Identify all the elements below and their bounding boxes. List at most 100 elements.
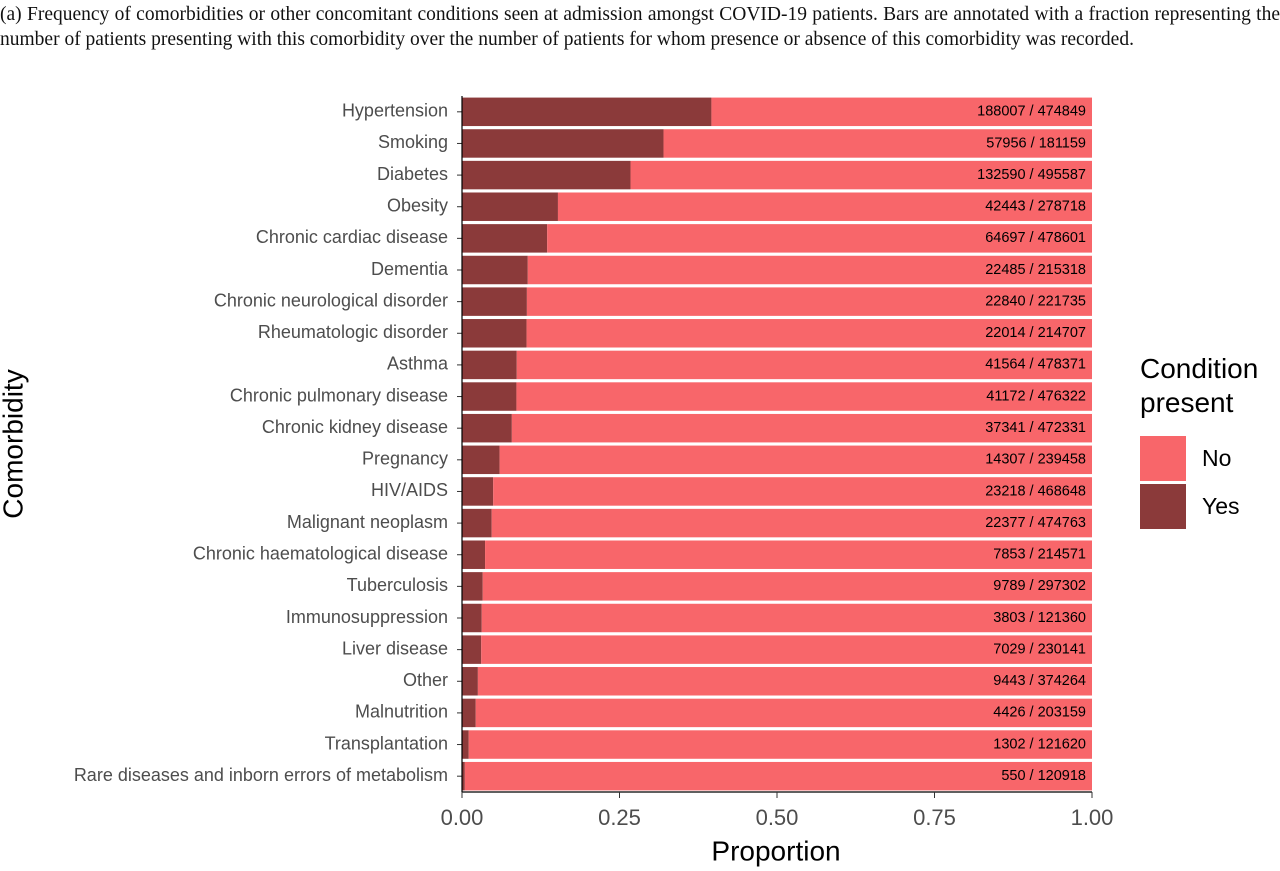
x-tick-label: 0.75 — [913, 805, 956, 830]
bar-segment — [462, 761, 465, 791]
bar-segment — [462, 224, 548, 253]
bar-annotation: 22014 / 214707 — [985, 325, 1086, 341]
bar-segment — [462, 540, 486, 569]
bar-segment — [557, 192, 1092, 221]
bar-annotation: 22840 / 221735 — [985, 293, 1086, 309]
bar-annotation: 41564 / 478371 — [985, 357, 1086, 373]
y-tick-label: Chronic kidney disease — [262, 417, 448, 437]
y-tick-label: Other — [403, 670, 448, 690]
bar-segment — [711, 97, 1092, 127]
legend-title: Condition present — [1140, 353, 1266, 418]
bar-annotation: 9789 / 297302 — [993, 578, 1086, 594]
bar-annotation: 132590 / 495587 — [977, 167, 1086, 183]
bar-segment — [516, 382, 1092, 411]
bar-annotation: 7853 / 214571 — [993, 547, 1086, 563]
bar-segment — [491, 508, 1093, 538]
bar-annotation: 64697 / 478601 — [985, 230, 1086, 246]
bar-segment — [481, 603, 1092, 633]
bar-segment — [526, 319, 1092, 348]
bar-annotation: 4426 / 203159 — [993, 705, 1086, 721]
bar-segment — [462, 413, 512, 443]
bar-segment — [511, 413, 1092, 443]
bar-segment — [477, 667, 1093, 696]
bar-segment — [462, 129, 664, 158]
bar-segment — [462, 572, 483, 601]
bar-segment — [663, 129, 1092, 158]
bar-segment — [516, 350, 1092, 380]
x-tick-label: 0.00 — [441, 805, 484, 830]
bar-segment — [462, 160, 631, 190]
bar-segment — [462, 382, 517, 411]
bar-segment — [462, 698, 476, 728]
x-tick-label: 0.25 — [598, 805, 641, 830]
y-tick-label: Malnutrition — [355, 702, 448, 722]
bar-annotation: 37341 / 472331 — [985, 420, 1086, 436]
y-tick-label: Liver disease — [342, 638, 448, 658]
y-tick-label: Obesity — [387, 195, 448, 215]
bar-segment — [485, 540, 1093, 569]
y-tick-label: Rheumatologic disorder — [258, 322, 448, 342]
bar-segment — [462, 97, 712, 127]
y-tick-label: Malignant neoplasm — [287, 512, 448, 532]
legend-swatch — [1140, 484, 1186, 529]
bar-annotation: 3803 / 121360 — [993, 610, 1086, 626]
bar-annotation: 550 / 120918 — [1001, 768, 1086, 784]
bar-segment — [462, 287, 527, 316]
bar-annotation: 23218 / 468648 — [985, 483, 1086, 499]
bar-segment — [630, 160, 1092, 190]
bar-annotation: 22485 / 215318 — [985, 262, 1086, 278]
y-tick-label: Tuberculosis — [347, 575, 448, 595]
x-axis-title: Proportion — [711, 835, 840, 866]
bar-segment — [499, 445, 1093, 475]
bar-segment — [526, 287, 1092, 316]
y-tick-label: Pregnancy — [362, 449, 448, 469]
bar-segment — [482, 572, 1092, 601]
legend-label: No — [1202, 445, 1231, 471]
y-tick-label: HIV/AIDS — [371, 480, 448, 500]
y-axis-title: Comorbidity — [0, 369, 28, 518]
bar-segment — [464, 761, 1093, 791]
bar-segment — [475, 698, 1092, 728]
bar-segment — [462, 667, 478, 696]
bar-annotation: 1302 / 121620 — [993, 736, 1086, 752]
y-tick-label: Chronic cardiac disease — [256, 227, 448, 247]
bar-annotation: 42443 / 278718 — [985, 199, 1086, 215]
bar-annotation: 22377 / 474763 — [985, 515, 1086, 531]
legend-swatch — [1140, 436, 1186, 481]
bar-segment — [462, 192, 558, 221]
bar-segment — [462, 635, 482, 664]
y-tick-label: Chronic neurological disorder — [214, 290, 448, 310]
bar-segment — [468, 730, 1093, 759]
bar-annotation: 9443 / 374264 — [993, 673, 1086, 689]
bar-segment — [547, 224, 1092, 253]
bar-segment — [462, 508, 492, 538]
bar-annotation: 7029 / 230141 — [993, 641, 1086, 657]
bar-annotation: 41172 / 476322 — [986, 388, 1086, 404]
bar-segment — [493, 477, 1092, 506]
x-tick-label: 0.50 — [756, 805, 799, 830]
legend-label: Yes — [1202, 493, 1240, 519]
bar-segment — [462, 730, 469, 759]
y-tick-label: Chronic haematological disease — [193, 543, 448, 563]
y-tick-label: Asthma — [387, 354, 449, 374]
x-tick-label: 1.00 — [1071, 805, 1114, 830]
bar-segment — [462, 477, 494, 506]
caption: (a) Frequency of comorbidities or other … — [0, 4, 1280, 50]
bar-annotation: 14307 / 239458 — [985, 452, 1086, 468]
y-tick-label: Immunosuppression — [286, 607, 448, 627]
bar-segment — [527, 255, 1092, 285]
y-tick-label: Hypertension — [342, 101, 448, 121]
y-tick-label: Transplantation — [325, 733, 448, 753]
y-tick-label: Smoking — [378, 132, 448, 152]
bar-segment — [462, 319, 527, 348]
bar-segment — [481, 635, 1093, 664]
y-tick-label: Rare diseases and inborn errors of metab… — [74, 765, 448, 785]
y-tick-label: Dementia — [371, 259, 449, 279]
bar-annotation: 57956 / 181159 — [986, 135, 1086, 151]
bar-segment — [462, 255, 528, 285]
bar-segment — [462, 603, 482, 633]
y-tick-label: Diabetes — [377, 164, 448, 184]
bar-segment — [462, 445, 500, 475]
